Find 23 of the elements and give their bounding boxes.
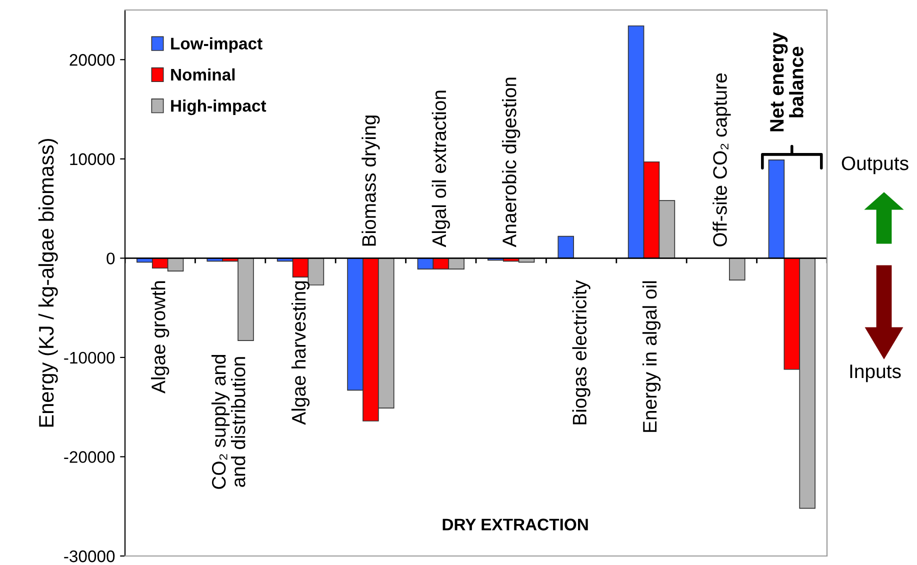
annotation: DRY EXTRACTION (442, 518, 588, 530)
x-tick-label: Algal oil extraction (432, 90, 450, 248)
y-tick-label: -20000 (64, 451, 115, 463)
legend-label: Low-impact (171, 37, 262, 53)
y-tick-label: -30000 (64, 550, 115, 562)
x-tick-label: Off-site CO₂ capture (712, 73, 731, 246)
x-tick-label: Net energy balance (770, 32, 804, 132)
x-tick-label: Algae harvesting (291, 281, 310, 425)
y-axis-title: Energy (KJ / kg-algae biomass) (38, 138, 58, 427)
y-tick-label: -10000 (64, 352, 115, 364)
y-tick-label: 20000 (70, 54, 115, 66)
legend-label: Nominal (171, 68, 235, 81)
text: Inputs (850, 364, 901, 382)
x-tick-label: Biogas electricity (572, 280, 590, 424)
x-tick-label: Biomass drying (362, 116, 380, 246)
x-tick-label: Anaerobic digestion (502, 78, 520, 248)
y-tick-label: 10000 (70, 153, 115, 166)
text: Outputs (842, 156, 908, 174)
x-tick-label: Energy in algal oil (642, 281, 661, 432)
x-tick-label: Algae growth (151, 281, 170, 394)
x-tick-label: CO₂ supply and and distribution (211, 354, 246, 489)
y-tick-label: 0 (106, 252, 115, 264)
legend-label: High-impact (171, 100, 266, 116)
